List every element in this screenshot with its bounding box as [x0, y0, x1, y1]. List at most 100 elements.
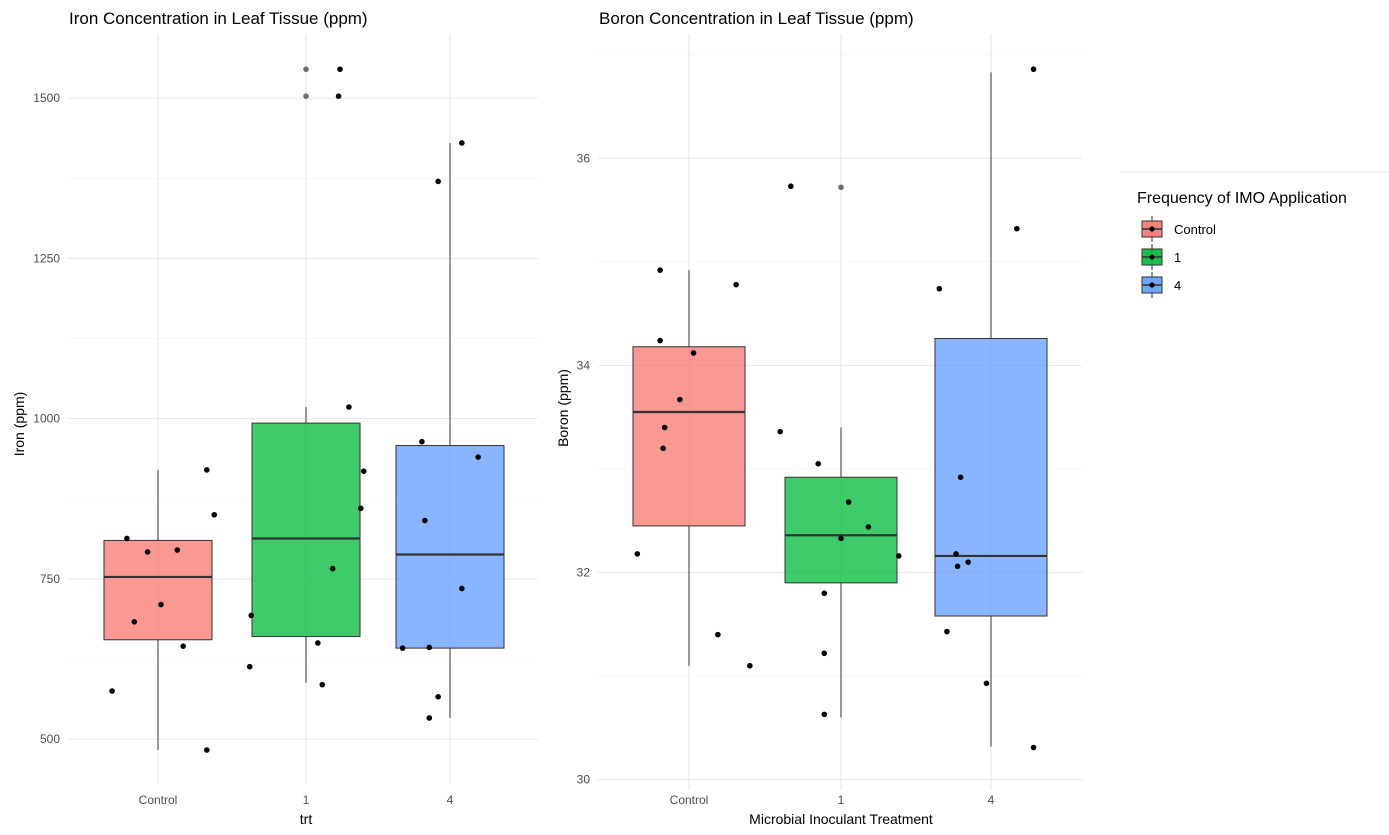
iron-box-4 — [395, 445, 505, 649]
iron-tick-labels: 500 750 1000 1250 1500 Control 1 4 — [33, 91, 453, 807]
iron-data-point — [248, 612, 255, 619]
iron-data-point — [315, 640, 321, 646]
boron-data-point — [788, 183, 794, 190]
iron-gridlines — [68, 34, 538, 784]
iron-data-point — [144, 549, 151, 555]
iron-x-axis-label: trt — [300, 811, 313, 827]
iron-box-control — [103, 539, 213, 641]
boron-data-point — [965, 559, 971, 565]
boron-y-tick-label: 36 — [577, 151, 591, 165]
boron-data-point — [690, 350, 697, 356]
boron-data-point — [944, 628, 950, 635]
legend-item-label: 4 — [1174, 278, 1181, 293]
boron-data-point — [661, 424, 668, 431]
iron-data-point — [158, 601, 164, 608]
boron-data-point — [660, 445, 666, 452]
boron-box-control — [632, 346, 746, 527]
iron-data-point — [124, 535, 130, 542]
iron-data-point — [180, 643, 186, 649]
iron-y-tick-label: 750 — [40, 572, 60, 586]
iron-data-point — [211, 511, 218, 518]
iron-data-point — [204, 467, 210, 473]
boron-data-point — [821, 650, 828, 657]
boron-data-point — [677, 396, 683, 403]
legend-item-1: 1 — [1141, 244, 1181, 270]
iron-y-tick-label: 500 — [40, 732, 60, 746]
boron-box-1 — [784, 476, 898, 584]
boron-tick-labels: 30 32 34 36 Control 1 4 — [577, 151, 995, 807]
iron-data-point — [419, 438, 425, 445]
iron-outlier-point — [303, 66, 309, 73]
iron-data-point — [337, 66, 343, 73]
iron-data-point — [435, 178, 441, 185]
iron-chart-panel: Iron Concentration in Leaf Tissue (ppm) … — [11, 9, 538, 827]
iron-data-point — [360, 468, 367, 474]
iron-data-point — [246, 663, 253, 670]
boron-x-tick-label: 1 — [838, 793, 845, 807]
boron-data-point — [715, 631, 721, 638]
iron-data-point — [422, 517, 428, 524]
iron-data-point — [204, 747, 210, 753]
iron-data-point — [475, 454, 481, 460]
iron-boxes — [103, 66, 505, 751]
legend-title: Frequency of IMO Application — [1137, 190, 1347, 207]
legend: Frequency of IMO Application Control 1 4 — [1120, 171, 1389, 298]
boron-data-point — [747, 662, 753, 669]
iron-data-point — [357, 505, 364, 512]
iron-data-point — [426, 715, 433, 721]
iron-chart-title: Iron Concentration in Leaf Tissue (ppm) — [69, 9, 368, 28]
iron-points — [109, 66, 481, 753]
iron-data-point — [109, 688, 115, 694]
boron-data-point — [838, 535, 844, 542]
boron-data-point — [1030, 66, 1037, 73]
boron-data-point — [954, 563, 961, 570]
boron-data-point — [657, 337, 663, 344]
boron-y-tick-label: 32 — [577, 566, 591, 580]
boron-outlier-point — [838, 184, 844, 191]
boron-data-point — [821, 590, 828, 597]
boron-data-point — [821, 711, 828, 718]
iron-x-tick-label: 1 — [303, 793, 310, 807]
boron-points — [634, 66, 1037, 751]
boron-data-point — [1014, 225, 1020, 232]
legend-item-label: Control — [1174, 222, 1216, 237]
boron-x-tick-label: Control — [670, 793, 709, 807]
boron-box-4 — [934, 337, 1048, 617]
legend-item-control: Control — [1141, 216, 1216, 242]
iron-y-tick-label: 1000 — [33, 412, 60, 426]
boron-data-point — [733, 281, 739, 288]
iron-data-point — [335, 93, 342, 99]
boron-y-tick-label: 30 — [577, 773, 591, 787]
boron-boxes — [632, 72, 1048, 747]
boron-data-point — [957, 474, 964, 481]
boron-data-point — [983, 680, 990, 687]
legend-key-point — [1149, 282, 1155, 288]
boron-y-tick-label: 34 — [577, 358, 591, 372]
iron-x-tick-label: Control — [139, 793, 178, 807]
iron-data-point — [459, 140, 465, 146]
iron-x-tick-label: 4 — [447, 793, 454, 807]
legend-key-point — [1149, 254, 1155, 260]
iron-data-point — [174, 547, 181, 553]
iron-y-axis-label: Iron (ppm) — [11, 392, 27, 457]
legend-items: Control 1 4 — [1141, 216, 1216, 298]
boron-x-tick-label: 4 — [988, 793, 995, 807]
iron-y-tick-label: 1500 — [33, 91, 60, 105]
iron-outlier-point — [303, 93, 309, 99]
boron-data-point — [865, 524, 872, 530]
iron-data-point — [399, 645, 406, 651]
boron-chart-title: Boron Concentration in Leaf Tissue (ppm) — [599, 9, 914, 28]
boron-data-point — [657, 267, 663, 273]
iron-data-point — [435, 694, 441, 700]
iron-data-point — [426, 644, 433, 651]
boron-data-point — [953, 551, 959, 557]
legend-key-point — [1149, 226, 1155, 232]
boron-data-point — [845, 499, 852, 505]
iron-data-point — [459, 585, 465, 592]
boron-data-point — [936, 285, 943, 292]
iron-data-point — [131, 619, 138, 625]
legend-item-4: 4 — [1141, 272, 1181, 298]
iron-data-point — [319, 681, 326, 688]
